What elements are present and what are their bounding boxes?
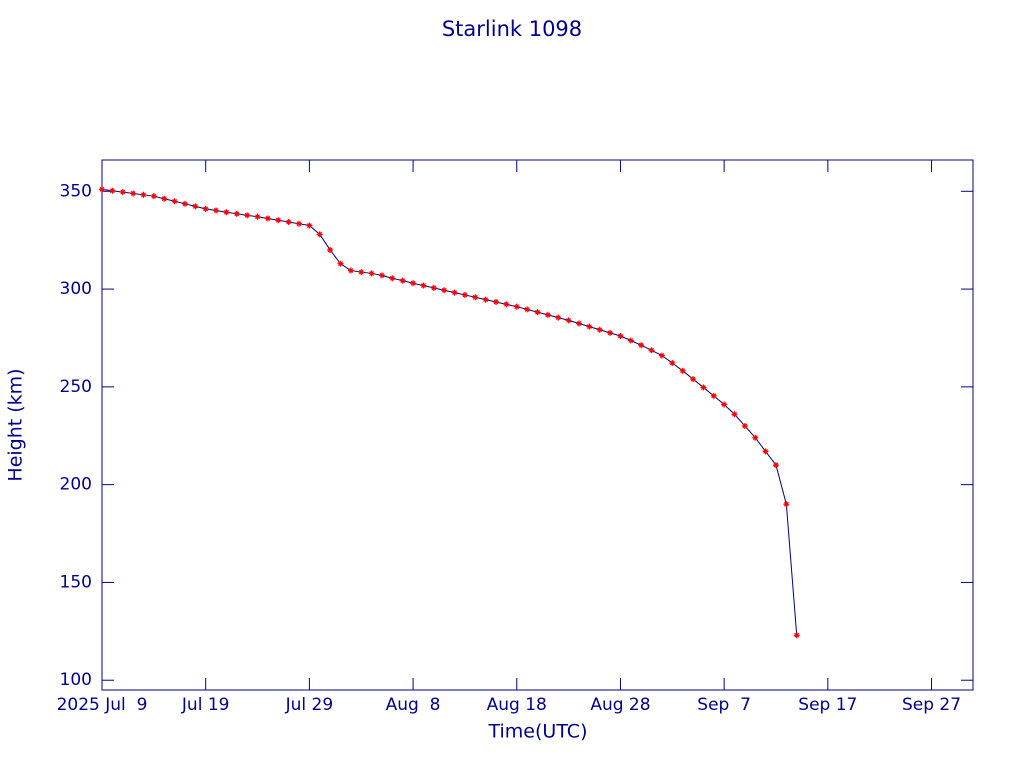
data-point	[306, 222, 313, 229]
data-point	[399, 277, 406, 284]
data-point	[534, 309, 541, 316]
data-point	[223, 209, 230, 216]
data-point	[192, 203, 199, 210]
data-point	[233, 210, 240, 217]
data-point	[524, 306, 531, 313]
y-tick-label: 300	[60, 279, 92, 299]
data-point	[140, 191, 147, 198]
x-tick-label: 2025 Jul 9	[57, 695, 148, 715]
data-point	[337, 260, 344, 267]
x-tick-label: Jul 29	[285, 695, 334, 715]
data-point	[721, 401, 728, 408]
x-tick-label: Jul 19	[181, 695, 230, 715]
data-point	[648, 347, 655, 354]
data-point	[244, 212, 251, 219]
y-tick-label: 150	[60, 572, 92, 592]
data-point	[254, 213, 261, 220]
data-point	[772, 462, 779, 469]
data-point	[410, 280, 417, 287]
data-point	[565, 317, 572, 324]
data-point	[638, 342, 645, 349]
y-tick-label: 100	[60, 670, 92, 690]
data-point	[130, 190, 137, 197]
data-point	[762, 448, 769, 455]
data-point	[285, 218, 292, 225]
data-point	[741, 422, 748, 429]
data-point	[202, 205, 209, 212]
x-tick-label: Sep 17	[798, 695, 857, 715]
data-point	[679, 367, 686, 374]
data-point	[378, 272, 385, 279]
y-tick-label: 350	[60, 181, 92, 201]
data-point	[161, 195, 168, 202]
data-point	[710, 392, 717, 399]
data-point	[368, 270, 375, 277]
data-point	[627, 337, 634, 344]
x-tick-label: Sep 27	[902, 695, 961, 715]
data-point	[731, 411, 738, 418]
data-point	[264, 215, 271, 222]
data-point	[171, 198, 178, 205]
data-point	[503, 301, 510, 308]
data-point	[793, 632, 800, 639]
data-point	[389, 275, 396, 282]
data-point	[586, 323, 593, 330]
data-point	[669, 360, 676, 367]
y-axis-label: Height (km)	[5, 368, 27, 481]
data-point	[109, 187, 116, 194]
plot-frame	[101, 159, 974, 691]
data-point	[213, 207, 220, 214]
data-point	[327, 246, 334, 253]
x-axis-label: Time(UTC)	[488, 721, 588, 743]
data-point	[783, 501, 790, 508]
data-point	[420, 282, 427, 289]
data-point	[430, 284, 437, 291]
data-point	[752, 434, 759, 441]
data-point	[316, 231, 323, 238]
data-point	[461, 291, 468, 298]
data-point	[358, 269, 365, 276]
data-point	[275, 217, 282, 224]
data-point	[607, 329, 614, 336]
data-point	[555, 314, 562, 321]
data-point	[441, 287, 448, 294]
y-tick-label: 200	[60, 475, 92, 495]
data-point	[482, 296, 489, 303]
data-point	[150, 193, 157, 200]
data-point	[99, 186, 105, 193]
data-point	[575, 320, 582, 327]
data-point	[658, 352, 665, 359]
data-point	[181, 200, 188, 207]
data-point	[596, 326, 603, 333]
data-point	[451, 289, 458, 296]
data-point	[690, 376, 697, 383]
x-tick-label: Sep 7	[697, 695, 751, 715]
x-tick-label: Aug 8	[386, 695, 441, 715]
data-point	[472, 294, 479, 301]
chart-title: Starlink 1098	[442, 17, 582, 41]
series-line	[101, 188, 798, 636]
data-point	[347, 267, 354, 274]
data-point	[296, 220, 303, 227]
data-point	[119, 189, 126, 196]
data-point	[513, 303, 520, 310]
data-point	[544, 311, 551, 318]
y-tick-label: 250	[60, 377, 92, 397]
data-point	[493, 298, 500, 305]
data-point	[617, 333, 624, 340]
x-tick-label: Aug 28	[590, 695, 650, 715]
data-point	[700, 384, 707, 391]
x-tick-label: Aug 18	[487, 695, 547, 715]
